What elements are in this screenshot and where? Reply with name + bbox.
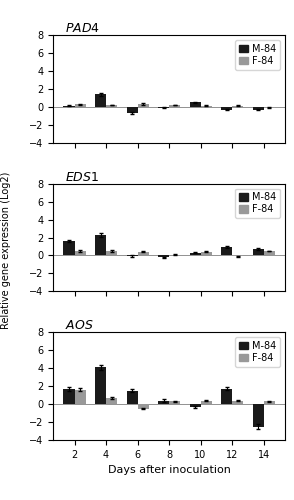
Bar — [64, 241, 74, 256]
Legend: M-84, F-84: M-84, F-84 — [235, 337, 280, 367]
Bar — [201, 106, 212, 107]
Bar — [169, 105, 180, 107]
Bar — [64, 106, 74, 107]
Bar — [106, 105, 117, 107]
Bar — [264, 402, 275, 404]
Text: $\it{PAD4}$: $\it{PAD4}$ — [65, 22, 99, 35]
Bar — [158, 107, 169, 108]
Bar — [138, 252, 148, 256]
Bar — [253, 404, 264, 426]
Bar — [190, 102, 201, 107]
Bar — [64, 389, 74, 404]
Bar — [190, 253, 201, 256]
Legend: M-84, F-84: M-84, F-84 — [235, 40, 280, 70]
Bar — [74, 104, 86, 107]
Bar — [253, 249, 264, 256]
Legend: M-84, F-84: M-84, F-84 — [235, 188, 280, 218]
Bar — [106, 251, 117, 256]
Bar — [190, 404, 201, 407]
Bar — [74, 251, 86, 256]
Bar — [169, 254, 180, 256]
Bar — [221, 107, 232, 110]
Bar — [138, 404, 148, 408]
Bar — [95, 235, 106, 256]
Bar — [106, 398, 117, 404]
Text: $\it{EDS1}$: $\it{EDS1}$ — [65, 170, 99, 183]
Bar — [126, 390, 138, 404]
Bar — [253, 107, 264, 110]
Bar — [138, 104, 148, 107]
Text: $\it{AOS}$: $\it{AOS}$ — [65, 320, 93, 332]
Bar — [169, 402, 180, 404]
Bar — [95, 368, 106, 404]
Bar — [232, 400, 243, 404]
Bar — [158, 256, 169, 257]
Bar — [201, 252, 212, 256]
Bar — [232, 106, 243, 107]
Bar — [158, 400, 169, 404]
Bar — [126, 107, 138, 113]
Bar — [264, 251, 275, 256]
X-axis label: Days after inoculation: Days after inoculation — [108, 466, 230, 475]
Bar — [95, 94, 106, 107]
Bar — [201, 400, 212, 404]
Text: Relative gene expression (Log2): Relative gene expression (Log2) — [1, 172, 11, 328]
Bar — [74, 390, 86, 404]
Bar — [264, 107, 275, 108]
Bar — [221, 389, 232, 404]
Bar — [221, 248, 232, 256]
